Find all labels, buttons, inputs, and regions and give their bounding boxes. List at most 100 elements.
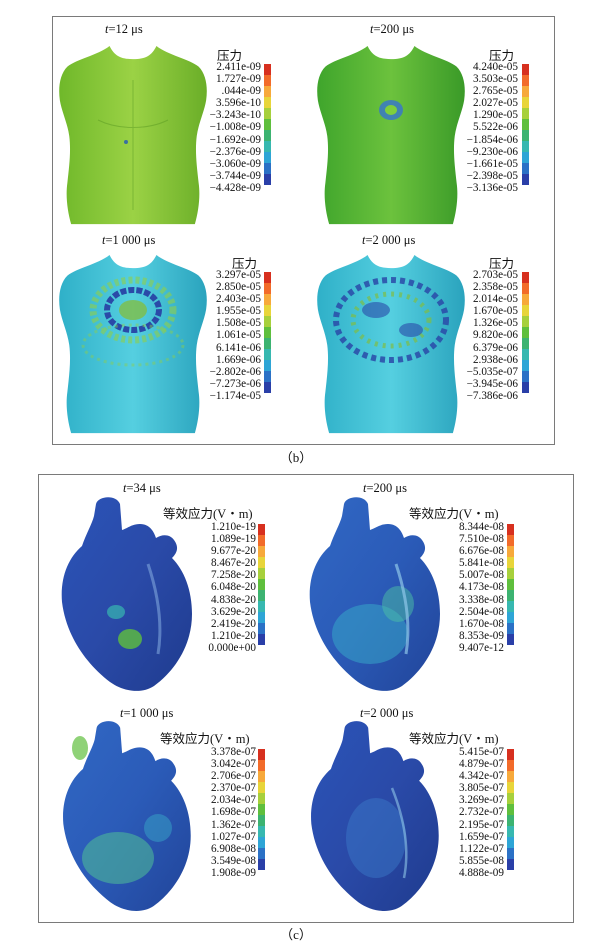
torso-image xyxy=(59,45,207,225)
color-scale xyxy=(258,749,265,870)
color-scale-segment xyxy=(522,294,529,305)
color-scale-segment xyxy=(258,771,265,782)
legend-value: 3.503e-05 xyxy=(472,73,518,86)
color-scale-segment xyxy=(258,760,265,771)
color-scale-segment xyxy=(258,804,265,815)
legend-value: −1.008e-09 xyxy=(209,121,261,134)
legend-title: 等效应力(V・m) xyxy=(163,507,253,521)
color-scale-segment xyxy=(522,97,529,108)
panel-title: t=2 000 μs xyxy=(362,233,416,247)
panel-title: t=34 μs xyxy=(123,481,161,495)
legend-value: 9.407e-12 xyxy=(458,641,504,654)
color-scale-segment xyxy=(507,546,514,557)
color-scale-segment xyxy=(258,634,265,645)
legend-value: −1.692e-09 xyxy=(209,133,261,146)
legend-value: −3.945e-06 xyxy=(466,377,518,390)
color-scale-segment xyxy=(264,141,271,152)
color-scale-segment xyxy=(258,612,265,623)
legend-value: 1.027e-07 xyxy=(210,830,256,843)
legend-value: 1.659e-07 xyxy=(458,830,504,843)
legend-value: 2.358e-05 xyxy=(472,281,518,294)
color-scale-segment xyxy=(258,601,265,612)
legend-value: .044e-09 xyxy=(221,85,261,98)
color-scale-segment xyxy=(258,837,265,848)
legend-title: 等效应力(V・m) xyxy=(409,732,499,746)
color-scale-segment xyxy=(258,557,265,568)
color-scale-segment xyxy=(507,557,514,568)
legend-value: 5.415e-07 xyxy=(458,746,504,758)
color-scale-segment xyxy=(522,174,529,185)
panel-title: t=1 000 μs xyxy=(120,706,174,720)
color-scale-segment xyxy=(507,590,514,601)
legend-value: 2.034e-07 xyxy=(210,794,256,807)
legend-value: 4.342e-07 xyxy=(458,770,504,783)
legend-value: 6.379e-06 xyxy=(472,341,518,354)
color-scale-segment xyxy=(507,524,514,535)
color-scale-segment xyxy=(258,579,265,590)
legend-value: 1.670e-08 xyxy=(458,617,504,630)
legend-value: 6.141e-06 xyxy=(215,341,261,354)
color-scale-segment xyxy=(264,86,271,97)
caption-b: （b） xyxy=(279,450,313,465)
legend-value: 4.240e-05 xyxy=(472,61,518,73)
legend-value: 3.596e-10 xyxy=(215,97,261,110)
color-scale-segment xyxy=(507,837,514,848)
legend-value: 4.879e-07 xyxy=(458,758,504,771)
color-scale-segment xyxy=(522,272,529,283)
color-scale-segment xyxy=(522,349,529,360)
color-scale-segment xyxy=(258,524,265,535)
caption-c: （c） xyxy=(280,927,312,942)
legend-title: 压力 xyxy=(217,49,243,63)
legend-value: −2.398e-05 xyxy=(466,169,518,182)
panel-title: t=1 000 μs xyxy=(102,233,156,247)
legend-value: 0.000e+00 xyxy=(208,641,256,654)
color-scale-segment xyxy=(507,815,514,826)
color-scale-segment xyxy=(507,612,514,623)
heart-image xyxy=(63,721,191,911)
legend-value: 2.411e-09 xyxy=(216,61,261,73)
color-scale-segment xyxy=(264,152,271,163)
color-scale-segment xyxy=(264,371,271,382)
heart-image xyxy=(311,721,439,911)
legend-value: 5.841e-08 xyxy=(458,557,504,570)
legend-title: 压力 xyxy=(232,257,258,271)
color-scale-segment xyxy=(522,305,529,316)
legend-value: −5.035e-07 xyxy=(466,365,518,378)
legend-title: 等效应力(V・m) xyxy=(409,507,499,521)
panel-title: t=200 μs xyxy=(370,22,414,36)
legend-value: 6.676e-08 xyxy=(458,545,504,558)
legend-values: 2.703e-05 2.358e-05 2.014e-05 1.670e-05 1.32… xyxy=(452,269,518,402)
legend-value: 2.706e-07 xyxy=(210,770,256,783)
legend-value: −3.060e-09 xyxy=(209,157,261,170)
legend-value: 2.403e-05 xyxy=(215,293,261,306)
heart-image xyxy=(61,497,192,691)
legend-value: 8.467e-20 xyxy=(210,557,256,570)
color-scale-segment xyxy=(258,546,265,557)
legend-value: 3.549e-08 xyxy=(210,854,256,867)
legend-value: −3.744e-09 xyxy=(209,169,261,182)
panel-title: t=200 μs xyxy=(363,481,407,495)
torso-image xyxy=(317,254,465,434)
legend-value: 3.269e-07 xyxy=(458,794,504,807)
legend-title: 压力 xyxy=(489,257,515,271)
legend-values: 1.210e-19 1.089e-19 9.677e-20 8.467e-20 7.25… xyxy=(190,521,256,654)
legend-value: 2.370e-07 xyxy=(210,782,256,795)
panel-title: t=2 000 μs xyxy=(360,706,414,720)
color-scale-segment xyxy=(507,634,514,645)
color-scale-segment xyxy=(264,272,271,283)
legend-value: 6.908e-08 xyxy=(210,842,256,855)
color-scale-segment xyxy=(264,163,271,174)
color-scale-segment xyxy=(264,64,271,75)
legend-value: 1.290e-05 xyxy=(472,109,518,122)
color-scale-segment xyxy=(507,859,514,870)
color-scale-segment xyxy=(264,305,271,316)
legend-value: 2.014e-05 xyxy=(472,293,518,306)
color-scale-segment xyxy=(522,382,529,393)
legend-value: 1.727e-09 xyxy=(215,73,261,86)
color-scale-segment xyxy=(507,771,514,782)
legend-value: 5.522e-06 xyxy=(472,121,518,134)
legend-value: 2.027e-05 xyxy=(472,97,518,110)
color-scale-segment xyxy=(264,97,271,108)
legend-value: 1.210e-20 xyxy=(210,629,256,642)
color-scale-segment xyxy=(522,64,529,75)
